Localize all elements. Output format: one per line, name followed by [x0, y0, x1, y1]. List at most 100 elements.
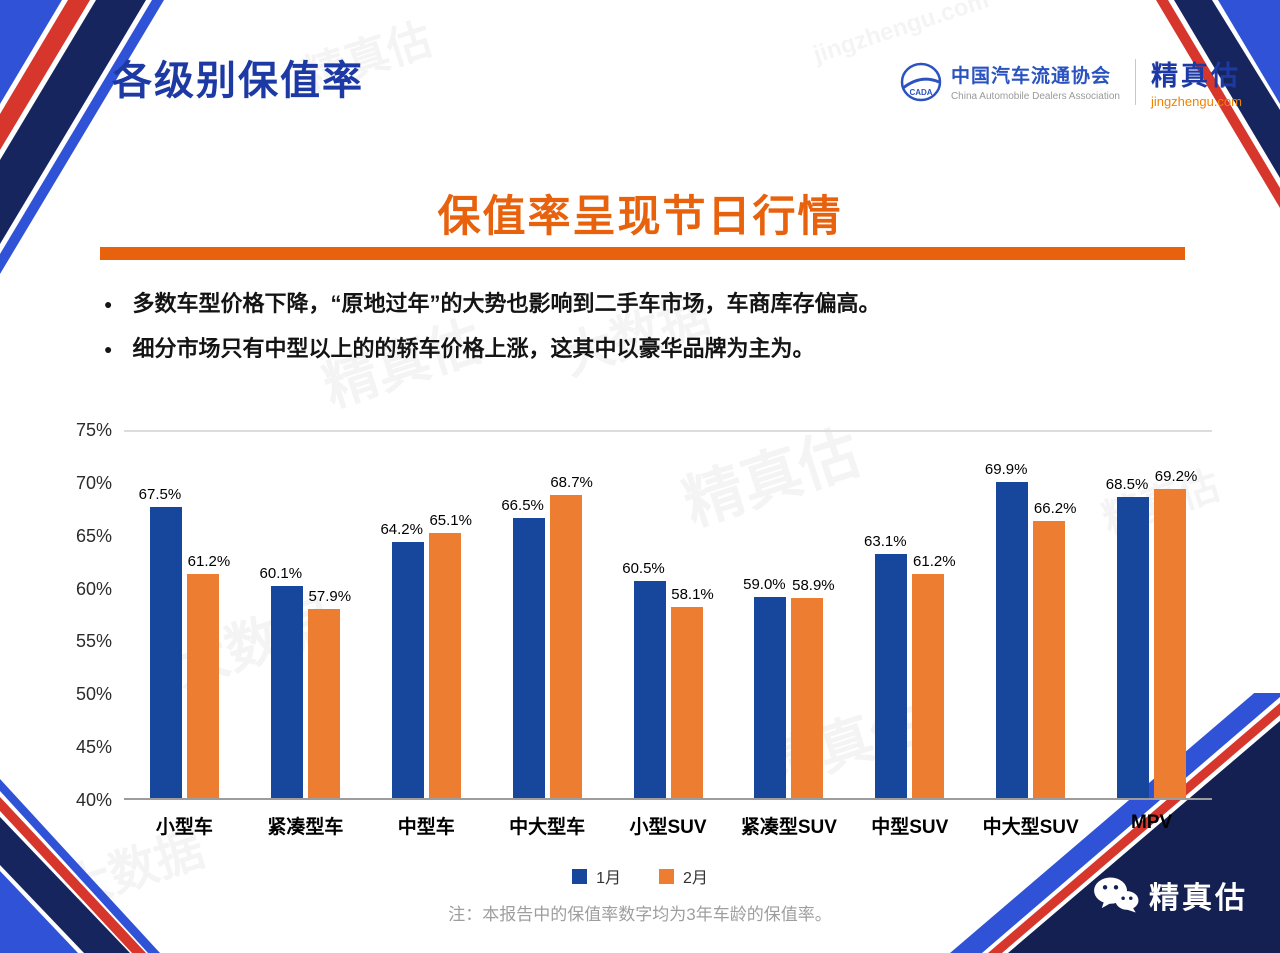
- legend-label: 2月: [683, 870, 708, 887]
- x-axis-category-label: 紧凑型车: [267, 817, 344, 838]
- bar-group-MPV: 68.5% 69.2% MPV: [1091, 432, 1212, 833]
- bar-group-中型SUV: 63.1% 61.2% 中型SUV: [849, 432, 970, 838]
- bar-value-label: 66.2%: [1033, 500, 1077, 518]
- bar-slot: 60.5%: [622, 432, 666, 798]
- bullet-text: 多数车型价格下降，“原地过年”的大势也影响到二手车市场，车商库存偏高。: [132, 291, 881, 316]
- bar-slot: 64.2%: [380, 432, 424, 798]
- bar-2月-MPV: [1154, 489, 1187, 798]
- bar-value-label: 61.2%: [913, 552, 956, 570]
- svg-text:CADA: CADA: [909, 88, 932, 97]
- bullet-dot: ●: [104, 341, 113, 357]
- bar-2月-中大型SUV: [1033, 521, 1066, 798]
- x-axis-category-label: 小型SUV: [629, 817, 707, 838]
- bar-2月-小型SUV: [670, 606, 703, 798]
- legend-swatch: [572, 868, 588, 884]
- y-axis-tick-label: 75%: [75, 420, 112, 440]
- bar-slot: 59.0%: [743, 432, 787, 798]
- association-logo-block: CADA 中国汽车流通协会 China Automobile Dealers A…: [900, 61, 1120, 103]
- bar-pair: 66.5% 68.7%: [501, 432, 593, 798]
- bar-1月-中型SUV: [875, 553, 908, 798]
- bar-group-中型车: 64.2% 65.1% 中型车: [366, 432, 487, 838]
- bar-value-label: 68.5%: [1105, 475, 1149, 493]
- bar-slot: 68.7%: [549, 432, 593, 798]
- bar-1月-小型车: [149, 507, 182, 798]
- bar-slot: 57.9%: [307, 432, 351, 798]
- y-axis: 40% 45% 50% 55% 60% 65% 70% 75%: [58, 421, 124, 809]
- wechat-icon: [1094, 877, 1139, 913]
- bar-slot: 66.5%: [501, 432, 545, 798]
- bar-groups: 67.5% 61.2% 小型车 60.1% 57.9% 紧凑型车 64.2% 65.1% 中型车…: [124, 432, 1212, 838]
- x-axis-category-label: MPV: [1130, 812, 1173, 833]
- bar-pair: 63.1% 61.2%: [864, 432, 956, 798]
- bar-pair: 60.1% 57.9%: [260, 432, 351, 798]
- bar-1月-紧凑型车: [270, 585, 303, 798]
- x-axis-category-label: 小型车: [155, 817, 213, 838]
- bar-slot: 58.1%: [670, 432, 714, 798]
- bar-pair: 68.5% 69.2%: [1106, 432, 1197, 798]
- legend-item-1月: 1月: [572, 864, 621, 888]
- bar-2月-中型车: [428, 532, 461, 798]
- page-title: 各级别保值率: [112, 59, 364, 103]
- bar-2月-紧凑型车: [307, 608, 340, 798]
- bar-group-小型SUV: 60.5% 58.1% 小型SUV: [608, 432, 729, 838]
- bar-value-label: 69.9%: [984, 460, 1028, 478]
- bar-1月-中型车: [391, 542, 424, 798]
- bar-group-紧凑型SUV: 59.0% 58.9% 紧凑型SUV: [728, 432, 849, 838]
- bar-1月-小型SUV: [633, 581, 666, 798]
- bar-pair: 60.5% 58.1%: [622, 432, 714, 798]
- bar-slot: 69.2%: [1154, 432, 1197, 798]
- y-axis-tick-label: 40%: [75, 790, 112, 810]
- x-axis-category-label: 紧凑型SUV: [740, 817, 837, 838]
- chart-legend: 1月 2月: [0, 864, 1280, 888]
- bar-2月-小型车: [186, 573, 219, 798]
- footnote: 注：本报告中的保值率数字均为3年车龄的保值率。: [448, 905, 832, 924]
- y-axis-tick-label: 45%: [75, 737, 112, 758]
- legend-label: 1月: [596, 870, 621, 887]
- bullet-text: 细分市场只有中型以上的的轿车价格上涨，这其中以豪华品牌为主为。: [132, 336, 815, 361]
- x-axis-category-label: 中大型车: [509, 817, 586, 838]
- bar-group-小型车: 67.5% 61.2% 小型车: [124, 432, 245, 838]
- y-axis-tick-label: 65%: [75, 525, 112, 546]
- bar-slot: 65.1%: [428, 432, 472, 798]
- bar-2月-中型SUV: [912, 573, 945, 798]
- bar-2月-中大型车: [549, 494, 582, 798]
- bar-slot: 68.5%: [1106, 432, 1150, 798]
- bar-group-中大型SUV: 69.9% 66.2% 中大型SUV: [970, 432, 1091, 838]
- bar-1月-紧凑型SUV: [754, 597, 787, 798]
- cada-logo-icon: CADA: [900, 62, 942, 101]
- legend-swatch: [659, 868, 674, 884]
- y-axis-tick-label: 60%: [75, 578, 112, 599]
- bar-slot: 69.9%: [985, 432, 1029, 798]
- bar-value-label: 64.2%: [380, 521, 423, 539]
- bar-pair: 67.5% 61.2%: [139, 432, 230, 798]
- y-axis-tick-label: 55%: [75, 631, 112, 652]
- bar-value-label: 67.5%: [138, 486, 182, 504]
- plot-area: 67.5% 61.2% 小型车 60.1% 57.9% 紧凑型车 64.2% 65.1% 中型车…: [124, 430, 1212, 838]
- bullet-dot: ●: [104, 296, 113, 312]
- association-name-en: China Automobile Dealers Association: [950, 91, 1120, 102]
- bar-value-label: 68.7%: [550, 473, 593, 491]
- bar-value-label: 63.1%: [864, 532, 907, 550]
- bullet-list: ● 多数车型价格下降，“原地过年”的大势也影响到二手车市场，车商库存偏高。 ● …: [104, 289, 1194, 379]
- bar-slot: 61.2%: [912, 432, 956, 798]
- bar-value-label: 58.9%: [792, 577, 835, 595]
- bar-value-label: 60.5%: [622, 560, 665, 578]
- bar-slot: 58.9%: [791, 432, 835, 798]
- bar-value-label: 57.9%: [308, 587, 352, 605]
- bar-value-label: 61.2%: [187, 552, 231, 570]
- bar-value-label: 58.1%: [671, 585, 714, 603]
- header-logos: CADA 中国汽车流通协会 China Automobile Dealers A…: [900, 54, 1242, 109]
- y-axis-tick-label: 50%: [75, 684, 112, 705]
- bar-pair: 69.9% 66.2%: [985, 432, 1076, 798]
- x-axis-category-label: 中型SUV: [871, 817, 949, 838]
- footer-brand-name: 精真估: [1149, 882, 1248, 915]
- bar-pair: 64.2% 65.1%: [380, 432, 472, 798]
- header-divider: [1134, 58, 1136, 105]
- bar-slot: 61.2%: [186, 432, 230, 798]
- bar-slot: 63.1%: [864, 432, 908, 798]
- section-title-underline: [100, 247, 1185, 260]
- retention-rate-bar-chart: 40% 45% 50% 55% 60% 65% 70% 75% 67.5% 61.2% 小型车 60…: [58, 421, 1212, 838]
- bar-1月-MPV: [1117, 496, 1150, 798]
- bar-1月-中大型SUV: [996, 481, 1029, 798]
